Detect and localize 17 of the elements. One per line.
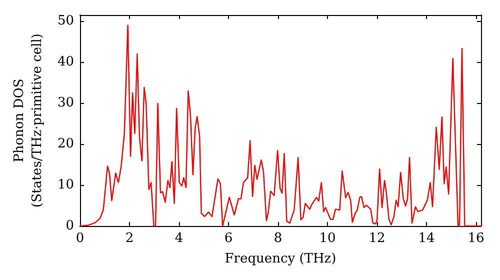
y-axis-title: Phonon DOS (States/THz·primitive cell) [12,33,46,208]
y-tick-label: 30 [57,96,74,111]
x-tick-label: 12 [368,231,386,246]
x-tick-label: 6 [224,231,233,246]
x-tick-label: 2 [125,231,134,246]
y-tick-label: 0 [66,218,74,234]
y-tick-label: 10 [57,178,74,193]
x-tick-label: 10 [319,231,336,246]
x-tick-label: 16 [468,231,484,246]
x-axis-title: Frequency (THz) [224,252,336,266]
y-tick-label: 40 [57,54,74,70]
x-tick-label: 4 [174,231,184,246]
x-tick-label: 14 [418,231,435,246]
y-tick-label: 50 [57,14,74,29]
y-tick-label: 20 [57,136,74,152]
x-tick-label: 0 [76,231,84,246]
x-tick-label: 8 [274,231,282,246]
